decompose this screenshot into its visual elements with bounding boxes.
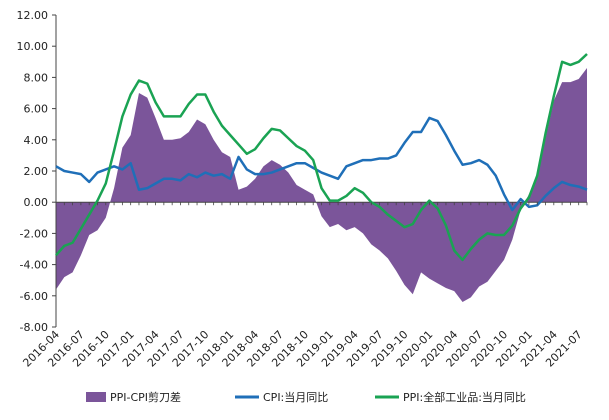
series-line-1	[55, 116, 588, 212]
legend-label: PPI-CPI剪刀差	[110, 390, 181, 404]
legend: PPI-CPI剪刀差 CPI:当月同比 PPI:全部工业品:当月同比	[86, 390, 526, 404]
y-tick-label: 12.00	[17, 9, 49, 22]
y-tick-label: -8.00	[20, 321, 48, 334]
series-line-2	[55, 53, 588, 262]
y-tick-label: -2.00	[20, 227, 48, 240]
y-tick-label: 4.00	[24, 134, 49, 147]
legend-swatch	[86, 392, 106, 402]
line-layer	[55, 53, 588, 262]
y-tick-label: 8.00	[24, 71, 49, 84]
y-tick-label: 2.00	[24, 165, 49, 178]
y-tick-label: -4.00	[20, 259, 48, 272]
legend-label: PPI:全部工业品:当月同比	[403, 390, 526, 404]
y-tick-label: 0.00	[24, 196, 49, 209]
y-tick-label: -6.00	[20, 290, 48, 303]
series-area-spread	[56, 68, 587, 303]
y-tick-label: 6.00	[24, 103, 49, 116]
y-tick-label: 10.00	[17, 40, 49, 53]
area-layer	[56, 68, 587, 303]
legend-label: CPI:当月同比	[263, 390, 328, 404]
